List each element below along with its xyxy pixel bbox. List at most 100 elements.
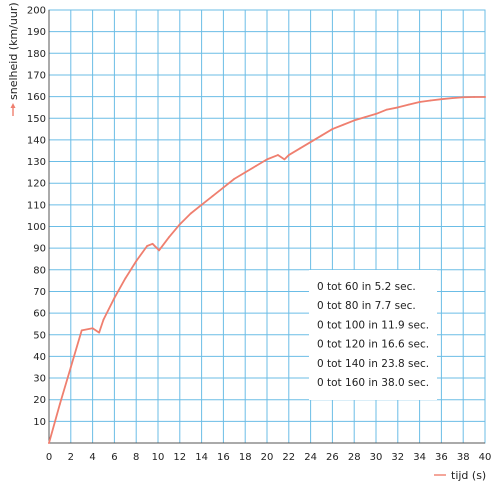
- x-axis-label: tijd (s): [451, 469, 486, 482]
- x-tick-label: 20: [261, 452, 274, 463]
- data-point: [429, 99, 432, 102]
- x-tick-label: 16: [217, 452, 230, 463]
- y-tick-label: 200: [27, 6, 46, 17]
- x-tick-label: 2: [68, 452, 74, 463]
- data-point: [158, 249, 160, 252]
- annotation-line: 0 tot 100 in 11.9 sec.: [317, 319, 429, 331]
- x-tick-label: 14: [195, 452, 208, 463]
- x-tick-label: 22: [282, 452, 295, 463]
- x-tick-label: 26: [326, 452, 339, 463]
- data-point: [102, 318, 105, 321]
- y-tick-label: 170: [27, 70, 46, 81]
- x-tick-label: 38: [457, 452, 470, 463]
- data-point: [287, 154, 290, 156]
- x-tick-label: 10: [152, 452, 165, 463]
- data-point: [211, 195, 214, 198]
- y-tick-label: 160: [27, 92, 46, 103]
- y-tick-label: 30: [33, 374, 46, 385]
- data-point: [113, 297, 116, 299]
- y-tick-label: 190: [27, 27, 46, 38]
- data-point: [331, 128, 334, 130]
- x-tick-label: 24: [304, 452, 317, 463]
- data-point: [59, 403, 61, 405]
- x-tick-label: 28: [348, 452, 361, 463]
- data-point: [418, 101, 421, 103]
- data-point: [277, 154, 279, 156]
- y-tick-label: 80: [33, 265, 46, 276]
- grid: [48, 9, 486, 443]
- y-axis-arrow-head-icon: [10, 103, 16, 108]
- y-axis-title: snelheid (km/uur): [7, 2, 20, 116]
- y-tick-label: 50: [33, 330, 46, 341]
- data-point: [386, 108, 388, 111]
- y-tick-label: 60: [33, 309, 46, 320]
- x-tick-label: 6: [111, 452, 117, 463]
- y-tick-label: 100: [27, 222, 46, 233]
- y-tick-label: 140: [27, 135, 46, 146]
- data-point: [255, 164, 257, 167]
- x-tick-label: 36: [435, 452, 448, 463]
- data-point: [375, 113, 377, 115]
- x-tick-label: 32: [391, 452, 404, 463]
- data-point: [353, 119, 356, 122]
- data-point: [342, 123, 345, 126]
- data-point: [151, 242, 154, 245]
- x-tick-label: 8: [133, 452, 139, 463]
- data-point: [222, 186, 225, 189]
- data-point: [364, 116, 366, 119]
- data-point: [48, 442, 50, 444]
- x-tick-label: 4: [89, 452, 95, 463]
- data-point: [200, 203, 203, 206]
- x-tick-label: 30: [370, 452, 383, 463]
- data-point: [146, 245, 149, 247]
- x-tick-label: 40: [479, 452, 491, 463]
- x-tick-labels: 0 2 4 6 8 10 12 14 16 18 20 22 24 26 28 30 32 34 36 38 40: [46, 452, 491, 463]
- data-point: [135, 260, 138, 263]
- data-point: [473, 96, 475, 98]
- annotation-box: 0 tot 60 in 5.2 sec. 0 tot 80 in 7.7 sec.…: [309, 270, 437, 400]
- y-tick-label: 70: [33, 287, 46, 298]
- y-tick-label: 130: [27, 157, 46, 168]
- data-point: [451, 97, 454, 100]
- data-point: [80, 329, 83, 332]
- annotation-lines: 0 tot 60 in 5.2 sec. 0 tot 80 in 7.7 sec.…: [317, 281, 429, 389]
- annotation-line: 0 tot 120 in 16.6 sec.: [317, 339, 429, 351]
- x-tick-label: 18: [239, 452, 252, 463]
- data-point: [91, 327, 94, 330]
- data-point: [462, 96, 465, 99]
- series-layer: [48, 96, 486, 444]
- y-tick-label: 120: [27, 179, 46, 190]
- data-point: [484, 96, 486, 98]
- data-point: [244, 171, 247, 174]
- data-point: [266, 158, 268, 161]
- data-point: [98, 331, 101, 334]
- y-tick-label: 90: [33, 244, 46, 255]
- annotation-line: 0 tot 160 in 38.0 sec.: [317, 377, 429, 389]
- x-tick-label: 12: [173, 452, 186, 463]
- x-tick-label: 34: [413, 452, 426, 463]
- y-tick-label: 180: [27, 49, 46, 60]
- annotation-line: 0 tot 140 in 23.8 sec.: [317, 358, 429, 370]
- data-point: [320, 134, 323, 137]
- data-point: [178, 223, 181, 226]
- data-point: [396, 106, 399, 109]
- x-tick-label: 0: [46, 452, 52, 463]
- annotation-line: 0 tot 60 in 5.2 sec.: [317, 281, 416, 293]
- data-point: [407, 103, 410, 106]
- data-point: [283, 158, 286, 161]
- y-tick-labels: 10 20 30 40 50 60 70 80 90 100 110 120 130 140 150 160 1…: [27, 6, 46, 428]
- data-point: [298, 147, 301, 150]
- data-point: [168, 236, 170, 239]
- data-point: [440, 98, 443, 101]
- data-point: [69, 366, 72, 369]
- y-tick-label: 40: [33, 352, 46, 363]
- annotation-line: 0 tot 80 in 7.7 sec.: [317, 300, 416, 312]
- data-point: [309, 141, 312, 143]
- y-tick-label: 10: [33, 417, 46, 428]
- data-point: [189, 212, 192, 215]
- y-axis-label: snelheid (km/uur): [7, 2, 20, 100]
- annotation-background: [309, 270, 437, 400]
- data-point: [233, 177, 236, 180]
- x-axis-title: tijd (s): [434, 469, 486, 482]
